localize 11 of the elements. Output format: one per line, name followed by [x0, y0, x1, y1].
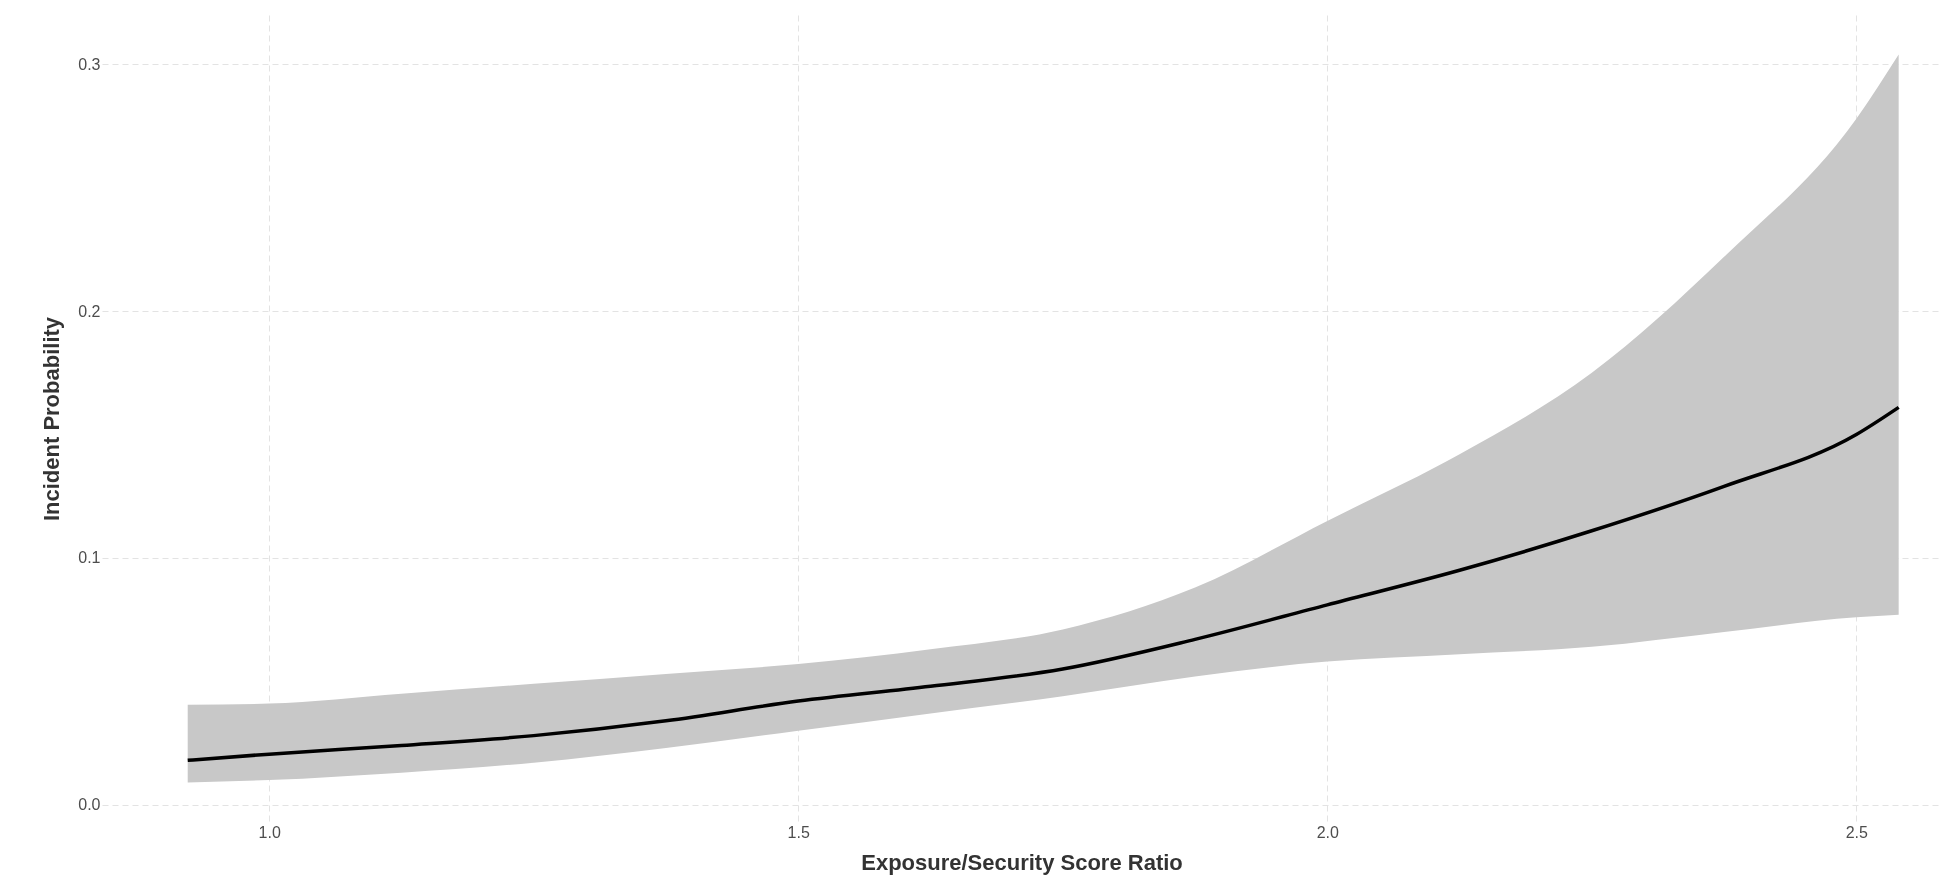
- x-tick-label: 2.0: [1316, 823, 1340, 841]
- y-tick-label: 0.0: [78, 796, 101, 814]
- y-axis-title: Incident Probability: [39, 316, 65, 522]
- x-tick-label: 1.5: [787, 823, 810, 841]
- y-tick-label: 0.3: [78, 55, 101, 73]
- line-series: [185, 405, 1901, 763]
- y-tick-label: 0.1: [78, 549, 101, 567]
- x-axis-title: Exposure/Security Score Ratio: [861, 849, 1183, 875]
- x-tick-label: 1.0: [258, 823, 281, 841]
- y-tick-label: 0.2: [78, 302, 101, 320]
- x-tick-label: 2.5: [1845, 823, 1869, 841]
